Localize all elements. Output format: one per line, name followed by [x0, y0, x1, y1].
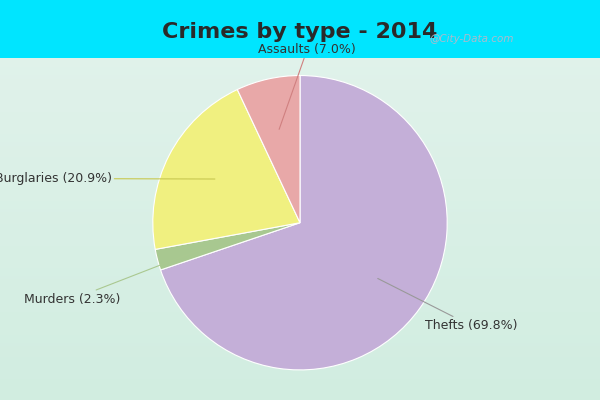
Text: Murders (2.3%): Murders (2.3%): [24, 247, 208, 306]
Text: Burglaries (20.9%): Burglaries (20.9%): [0, 172, 215, 185]
Text: Assaults (7.0%): Assaults (7.0%): [259, 42, 356, 129]
Wedge shape: [238, 76, 300, 223]
Text: @City-Data.com: @City-Data.com: [429, 34, 514, 44]
Text: Thefts (69.8%): Thefts (69.8%): [378, 278, 518, 332]
Wedge shape: [153, 90, 300, 249]
Wedge shape: [155, 223, 300, 270]
Text: Crimes by type - 2014: Crimes by type - 2014: [163, 22, 437, 42]
Wedge shape: [161, 76, 447, 370]
